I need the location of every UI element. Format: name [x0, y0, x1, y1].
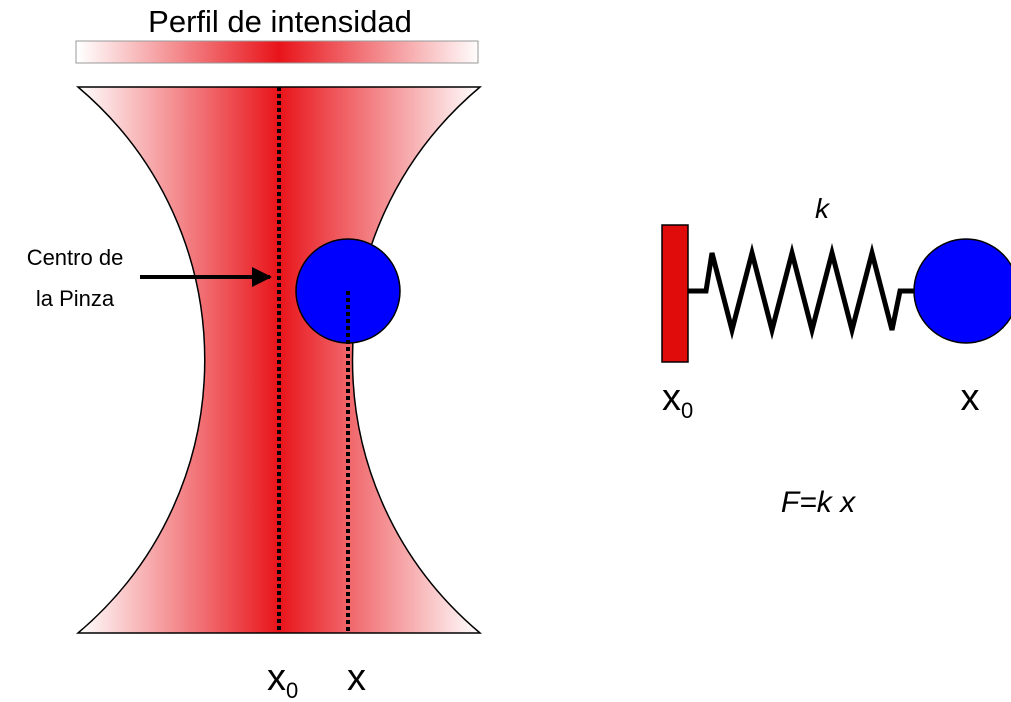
- pointer-label: la Pinza: [36, 286, 115, 311]
- label-sub: 0: [286, 678, 298, 702]
- label-base: x: [267, 657, 286, 699]
- anchor-wall: [661, 224, 689, 363]
- center-label: x0: [267, 657, 298, 702]
- intensity-bar: [75, 40, 479, 64]
- force-law: F=k x: [781, 486, 856, 519]
- pointer-label: Centro de: [27, 245, 124, 270]
- spring: [688, 243, 916, 340]
- spring-bead-label: x: [961, 377, 980, 419]
- title: Perfil de intensidad: [148, 4, 412, 39]
- label-base: x: [662, 377, 681, 419]
- bead-label: x: [347, 657, 366, 699]
- label-sub: 0: [681, 398, 693, 423]
- spring-bead: [913, 238, 1011, 344]
- spring-constant: k: [815, 193, 831, 224]
- anchor-label: x0: [662, 377, 693, 423]
